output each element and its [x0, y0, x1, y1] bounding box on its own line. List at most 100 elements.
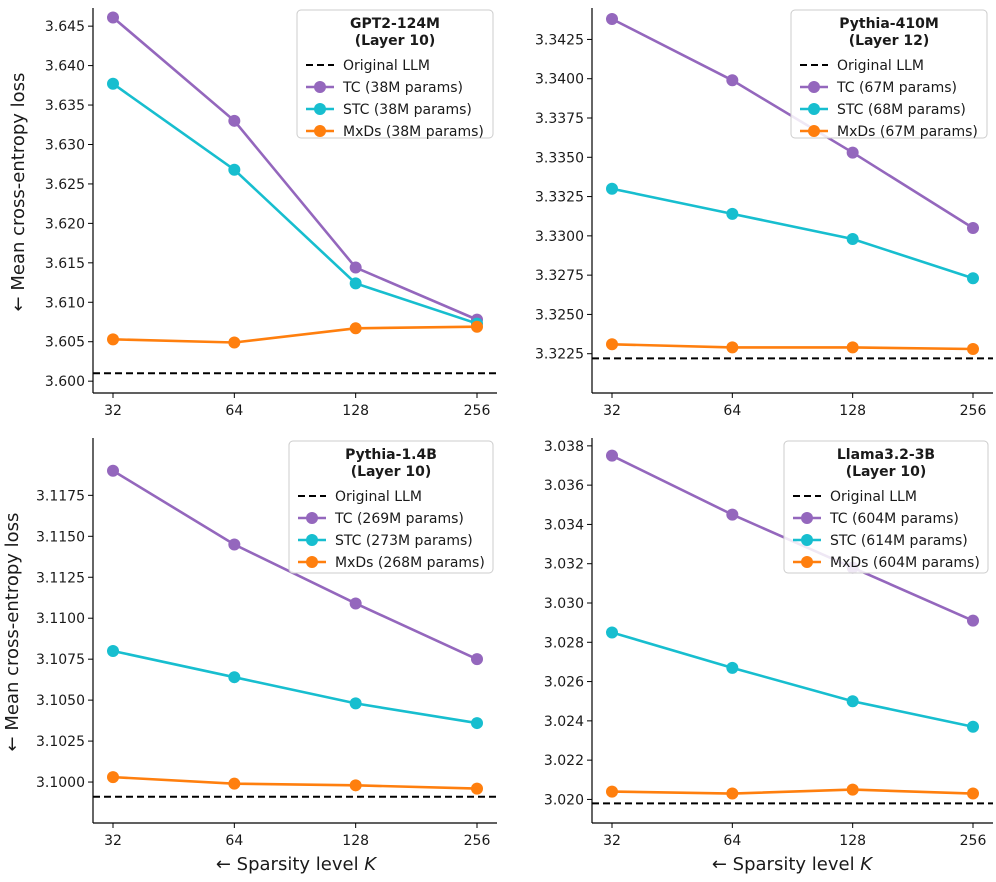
series-line-mxds	[611, 788, 974, 795]
legend-label-stc: STC (68M params)	[837, 102, 966, 118]
data-point-stc	[967, 720, 979, 733]
legend: Pythia-410M(Layer 12) Original LLM TC (67M…	[790, 9, 988, 140]
data-point-tc	[606, 13, 618, 25]
legend-label-baseline: Original LLM	[837, 58, 924, 74]
data-point-mxds	[349, 322, 362, 335]
y-tick-label: 3.030	[544, 596, 584, 612]
xlabel-left-var: K	[364, 854, 377, 875]
chart-panel-2: 3.3225 3.3250 3.3275 3.3300 3.3325 3.3350 3.33…	[535, 8, 993, 419]
legend-label-mxds: MxDs (268M params)	[335, 555, 485, 571]
y-tick-label: 3.1175	[36, 488, 85, 504]
xlabel-right-var: K	[860, 854, 873, 875]
x-tick-label: 32	[104, 833, 122, 849]
data-point-tc	[228, 114, 241, 127]
data-point-mxds	[606, 785, 618, 798]
legend-marker-mxds	[306, 556, 318, 568]
legend-label-baseline: Original LLM	[335, 489, 422, 505]
legend: GPT2-124M(Layer 10) Original LLM TC (38M p…	[296, 9, 494, 140]
legend: Llama3.2-3B(Layer 10) Original LLM TC (604…	[783, 440, 989, 574]
legend-box	[296, 9, 494, 139]
series-line-tc	[112, 469, 478, 661]
data-point-mxds	[228, 777, 241, 790]
data-point-stc	[471, 717, 483, 730]
legend-title: (Layer 10)	[355, 33, 436, 49]
legend: Pythia-1.4B(Layer 10) Original LLM TC (269…	[288, 440, 494, 574]
data-point-stc	[349, 697, 362, 710]
x-tick-label: 32	[104, 403, 122, 419]
legend-label-stc: STC (38M params)	[343, 102, 472, 118]
legend-title: Pythia-410M	[839, 16, 939, 32]
data-point-tc	[846, 146, 859, 159]
ylabel-top: ← Mean cross-entropy loss	[8, 73, 29, 312]
x-tick-label: 128	[839, 403, 866, 419]
legend-marker-mxds	[808, 125, 820, 137]
data-point-tc	[349, 597, 362, 610]
legend-label-tc: TC (38M params)	[342, 80, 463, 96]
y-tick-label: 3.620	[45, 216, 85, 232]
x-tick-label: 256	[960, 833, 987, 849]
series-line-stc	[611, 187, 974, 280]
data-point-mxds	[726, 341, 739, 354]
data-point-stc	[726, 207, 739, 220]
ylabel-bottom: ← Mean cross-entropy loss	[2, 513, 23, 752]
data-point-mxds	[471, 782, 483, 795]
y-tick-label: 3.022	[544, 753, 584, 769]
legend-title: (Layer 12)	[849, 33, 930, 49]
y-tick-label: 3.020	[544, 792, 584, 808]
x-tick-label: 128	[839, 833, 866, 849]
x-tick-label: 128	[342, 833, 369, 849]
data-point-tc	[967, 614, 979, 627]
series-line-mxds	[112, 775, 478, 790]
y-tick-label: 3.034	[544, 517, 584, 533]
xlabel-left-text: ← Sparsity level	[216, 854, 364, 875]
x-tick-label: 64	[225, 403, 243, 419]
chart-panel-4: 3.020 3.022 3.024 3.026 3.028 3.030 3.032 3.034…	[544, 438, 993, 849]
y-tick-label: 3.1000	[36, 775, 85, 791]
legend-title: (Layer 10)	[351, 464, 432, 480]
y-tick-label: 3.630	[45, 137, 85, 153]
legend-marker-tc	[801, 512, 813, 524]
legend-label-tc: TC (604M params)	[829, 511, 959, 527]
legend-label-stc: STC (273M params)	[335, 533, 473, 549]
legend-title: (Layer 10)	[846, 464, 927, 480]
data-point-mxds	[107, 771, 119, 784]
data-point-stc	[846, 233, 859, 245]
y-tick-label: 3.1100	[36, 611, 85, 627]
y-tick-label: 3.032	[544, 557, 584, 573]
y-tick-label: 3.1050	[36, 693, 85, 709]
panels: 3.600 3.605 3.610 3.615 3.620 3.625 3.630 3.635…	[36, 8, 993, 849]
y-tick-label: 3.3250	[535, 307, 584, 323]
data-point-stc	[606, 626, 618, 639]
y-tick-label: 3.1125	[36, 570, 85, 586]
legend-marker-stc	[314, 103, 326, 115]
x-tick-label: 256	[464, 833, 491, 849]
data-point-stc	[349, 277, 362, 290]
data-point-stc	[107, 644, 119, 657]
y-tick-label: 3.605	[45, 335, 85, 351]
legend-label-stc: STC (614M params)	[830, 533, 968, 549]
y-tick-label: 3.3225	[535, 347, 584, 363]
data-point-tc	[726, 508, 739, 521]
x-tick-label: 64	[723, 403, 741, 419]
legend-label-tc: TC (269M params)	[334, 511, 464, 527]
data-point-mxds	[107, 333, 119, 346]
data-point-mxds	[471, 320, 483, 333]
y-tick-label: 3.3325	[535, 190, 584, 206]
data-point-tc	[471, 653, 483, 666]
series-line-stc	[611, 631, 974, 729]
x-tick-label: 128	[342, 403, 369, 419]
x-tick-label: 64	[225, 833, 243, 849]
xlabel-right-text: ← Sparsity level	[712, 854, 860, 875]
xlabel-left: ← Sparsity level K	[216, 854, 377, 875]
data-point-mxds	[967, 787, 979, 800]
data-point-stc	[726, 661, 739, 674]
y-tick-label: 3.3375	[535, 111, 584, 127]
y-tick-label: 3.3300	[535, 229, 584, 245]
y-tick-label: 3.640	[45, 59, 85, 75]
y-tick-label: 3.1150	[36, 529, 85, 545]
y-tick-label: 3.3425	[535, 32, 584, 48]
legend-label-mxds: MxDs (38M params)	[343, 124, 484, 140]
y-tick-label: 3.635	[45, 98, 85, 114]
